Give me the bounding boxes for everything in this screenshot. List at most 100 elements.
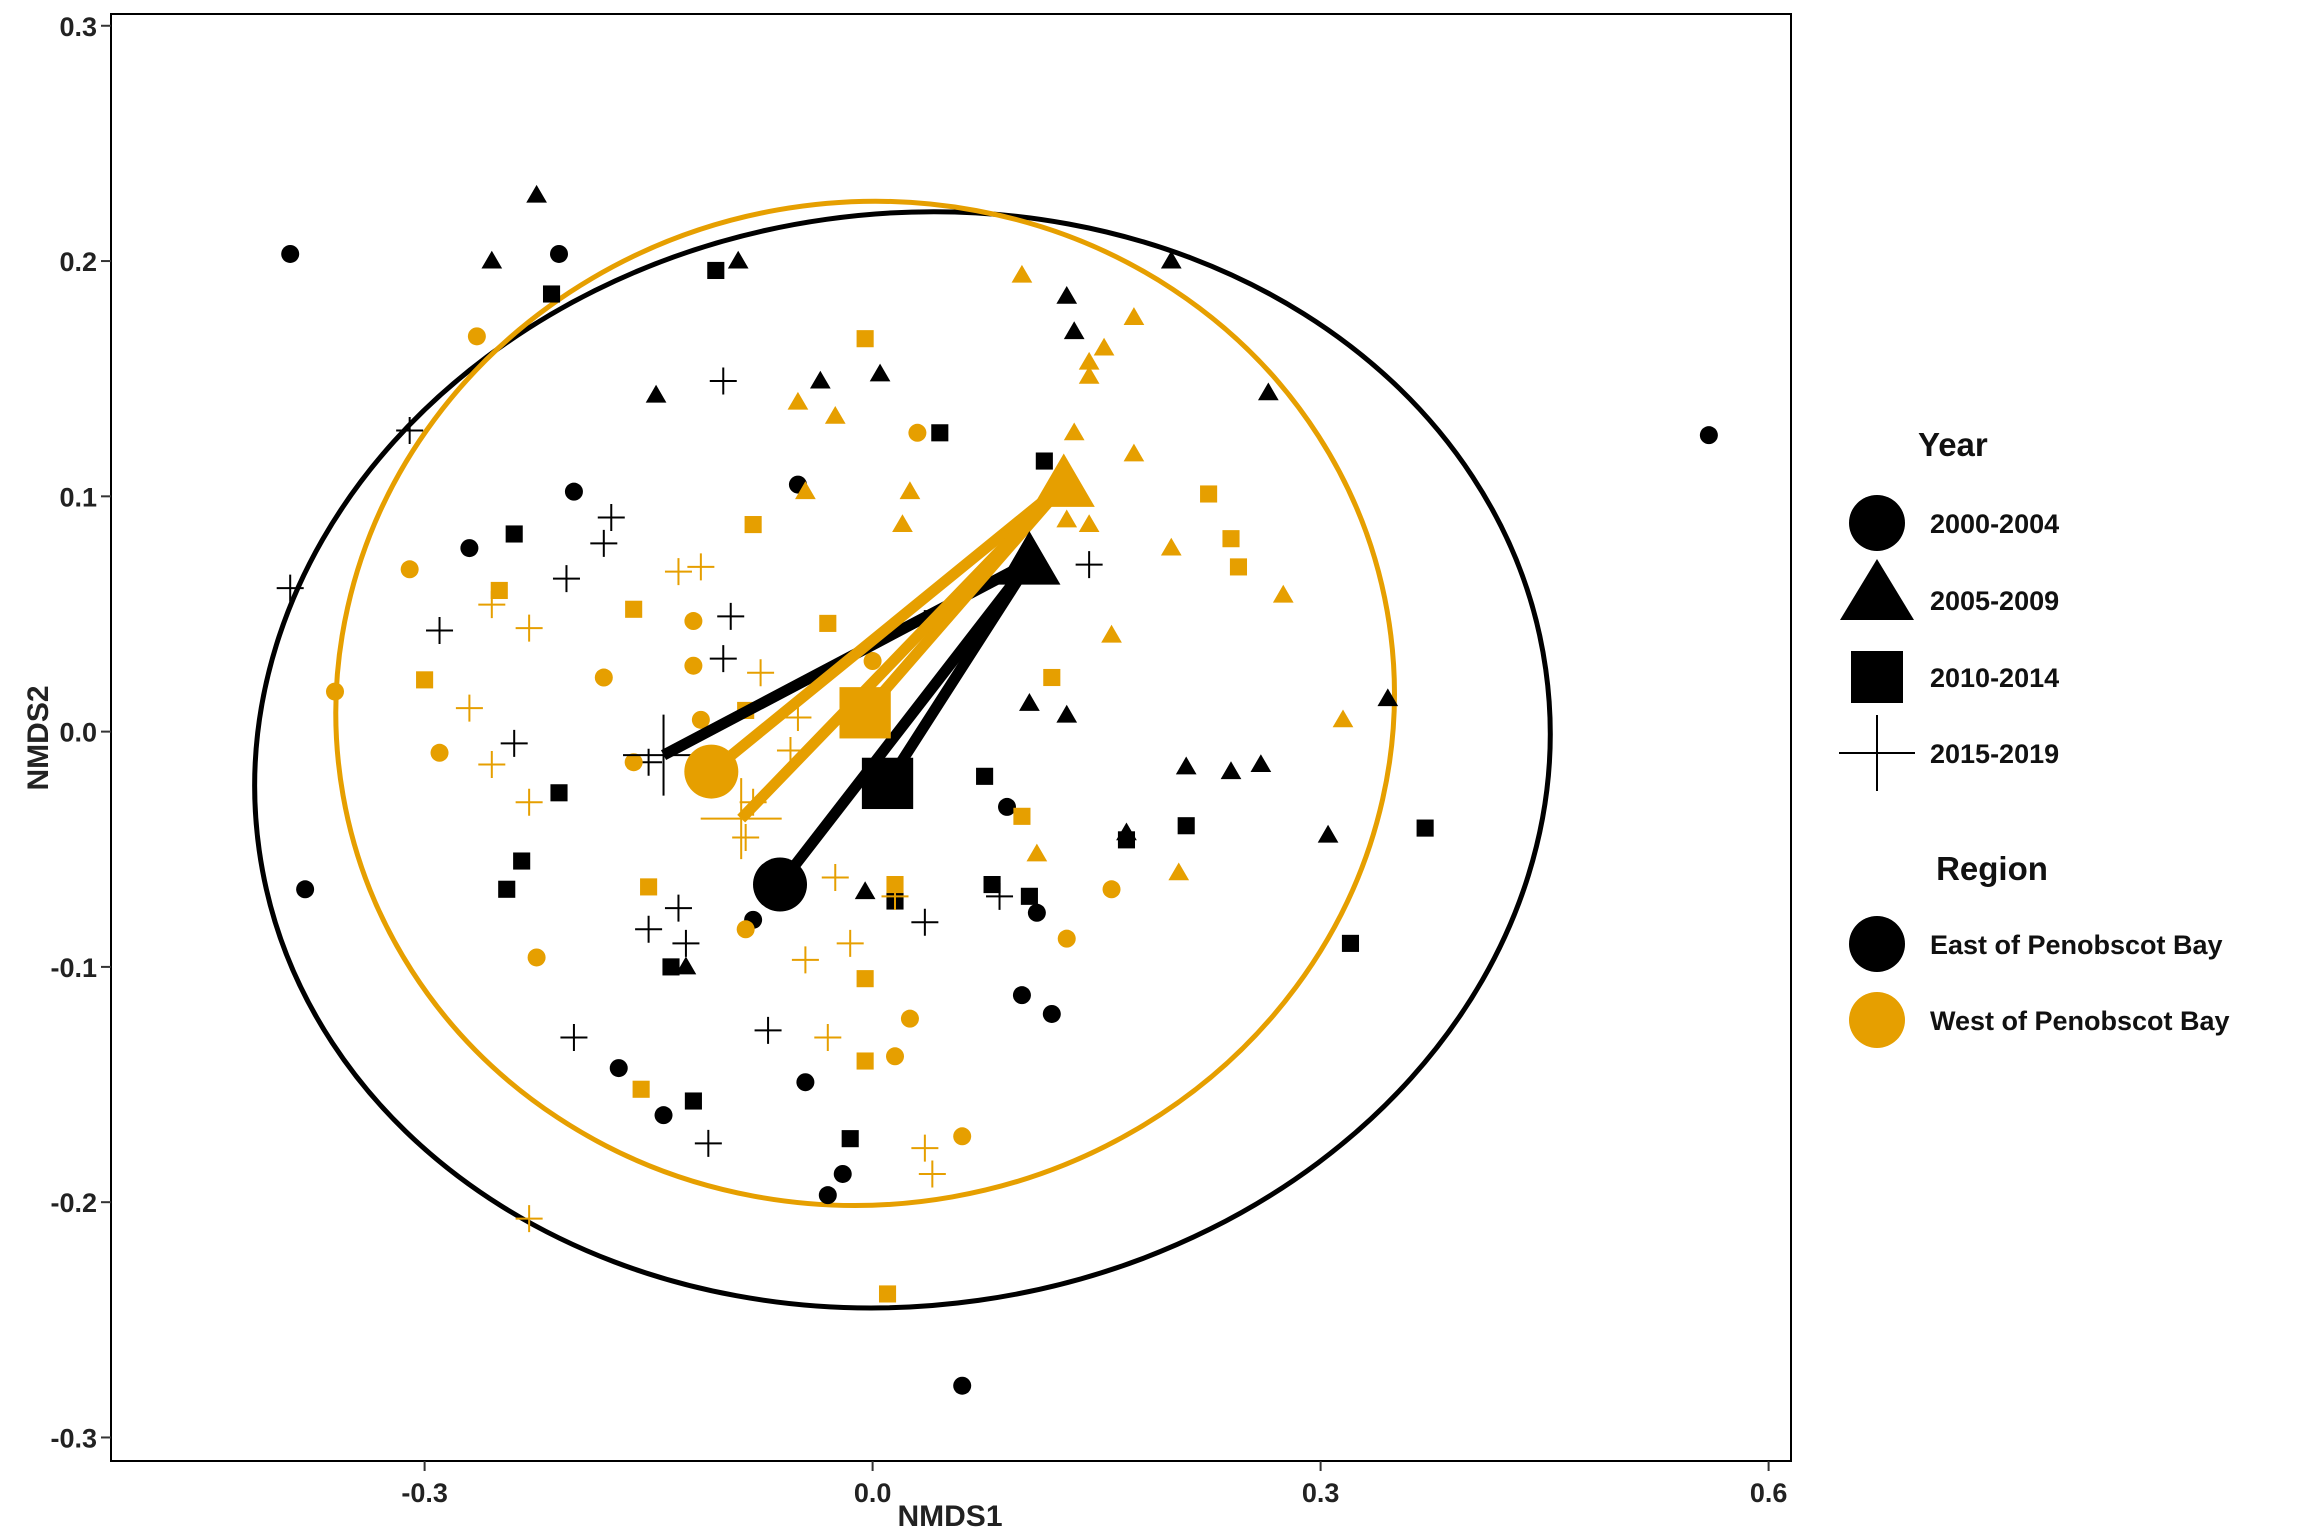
point-west-of-penobscot-bay-2010-2014	[640, 878, 658, 896]
centroid-west-of-penobscot-bay-2010-2014	[839, 687, 891, 739]
y-tick-label: 0.1	[59, 482, 97, 512]
point-west-of-penobscot-bay-2005-2009	[1332, 709, 1354, 728]
legend-region-label-2: West of Penobscot Bay	[1930, 1006, 2230, 1036]
point-east-of-penobscot-bay-2015-2019	[635, 915, 663, 943]
point-west-of-penobscot-bay-2000-2004	[430, 743, 449, 762]
point-west-of-penobscot-bay-2000-2004	[400, 560, 419, 579]
point-east-of-penobscot-bay-2005-2009	[1257, 382, 1279, 401]
point-west-of-penobscot-bay-2005-2009	[795, 481, 816, 500]
point-west-of-penobscot-bay-2015-2019	[911, 1134, 939, 1162]
point-east-of-penobscot-bay-2005-2009	[1250, 754, 1272, 773]
legend-year-label-4: 2015-2019	[1930, 739, 2059, 769]
legend-circle-icon	[1849, 495, 1905, 551]
legend: Year 2000-2004 2005-2009 2010-2014 2015-…	[1839, 426, 2230, 1048]
point-east-of-penobscot-bay-2005-2009	[869, 363, 891, 382]
legend-year-item-3: 2010-2014	[1851, 651, 2059, 703]
y-tick-label: -0.3	[50, 1423, 97, 1453]
centroid-west-of-penobscot-bay-2015-2019	[700, 778, 782, 860]
point-east-of-penobscot-bay-2005-2009	[1220, 761, 1242, 780]
legend-triangle-icon	[1840, 559, 1914, 620]
point-east-of-penobscot-bay-2000-2004	[296, 880, 315, 899]
point-west-of-penobscot-bay-2000-2004	[326, 682, 344, 701]
point-east-of-penobscot-bay-2010-2014	[1035, 452, 1053, 470]
point-west-of-penobscot-bay-2015-2019	[664, 558, 692, 586]
point-west-of-penobscot-bay-2005-2009	[1078, 514, 1100, 533]
point-west-of-penobscot-bay-2010-2014	[1043, 668, 1061, 687]
ellipses-layer	[252, 198, 1553, 1311]
point-east-of-penobscot-bay-2015-2019	[664, 894, 692, 922]
point-east-of-penobscot-bay-2000-2004	[281, 244, 300, 263]
point-west-of-penobscot-bay-2010-2014	[856, 970, 874, 988]
point-west-of-penobscot-bay-2010-2014	[819, 614, 837, 632]
legend-region-label-1: East of Penobscot Bay	[1930, 930, 2223, 960]
point-east-of-penobscot-bay-2010-2014	[505, 525, 523, 543]
spider-line-west-of-penobscot-bay	[707, 480, 1068, 776]
spider-line-east-of-penobscot-bay	[775, 558, 1034, 888]
point-west-of-penobscot-bay-2015-2019	[784, 704, 812, 732]
point-east-of-penobscot-bay-2000-2004	[1042, 1004, 1061, 1023]
point-east-of-penobscot-bay-2015-2019	[276, 574, 304, 602]
point-west-of-penobscot-bay-2000-2004	[691, 710, 710, 729]
point-east-of-penobscot-bay-2005-2009	[1056, 704, 1078, 723]
centroid-east-of-penobscot-bay-2010-2014	[861, 757, 914, 810]
point-east-of-penobscot-bay-2000-2004	[1027, 903, 1046, 922]
point-east-of-penobscot-bay-2015-2019	[709, 367, 737, 395]
point-east-of-penobscot-bay-2000-2004	[818, 1186, 837, 1205]
point-west-of-penobscot-bay-2000-2004	[684, 656, 703, 675]
point-east-of-penobscot-bay-2000-2004	[609, 1059, 628, 1078]
point-east-of-penobscot-bay-2010-2014	[662, 958, 680, 976]
spider-line-east-of-penobscot-bay	[882, 559, 1035, 787]
point-west-of-penobscot-bay-2000-2004	[886, 1047, 904, 1066]
x-axis-title: NMDS1	[897, 1500, 1002, 1533]
point-east-of-penobscot-bay-2005-2009	[645, 384, 667, 403]
point-east-of-penobscot-bay-2010-2014	[976, 767, 994, 785]
point-west-of-penobscot-bay-2000-2004	[736, 920, 755, 939]
legend-east-swatch-icon	[1849, 916, 1905, 972]
point-east-of-penobscot-bay-2005-2009	[854, 881, 876, 900]
point-east-of-penobscot-bay-2000-2004	[998, 797, 1016, 816]
point-east-of-penobscot-bay-2010-2014	[1117, 831, 1136, 849]
point-east-of-penobscot-bay-2010-2014	[983, 876, 1001, 894]
point-east-of-penobscot-bay-2010-2014	[1177, 817, 1195, 835]
point-east-of-penobscot-bay-2015-2019	[717, 602, 745, 630]
point-east-of-penobscot-bay-2015-2019	[560, 1023, 588, 1051]
point-west-of-penobscot-bay-2000-2004	[953, 1127, 972, 1146]
y-tick-label: -0.2	[50, 1188, 97, 1218]
point-west-of-penobscot-bay-2005-2009	[1011, 264, 1033, 283]
point-west-of-penobscot-bay-2000-2004	[467, 327, 486, 346]
plot-border	[110, 13, 1792, 1462]
point-west-of-penobscot-bay-2005-2009	[1026, 843, 1048, 862]
ellipse-west-of-penobscot-bay	[333, 198, 1397, 1208]
point-east-of-penobscot-bay-2000-2004	[1699, 426, 1718, 445]
legend-region-item-2: West of Penobscot Bay	[1849, 992, 2230, 1048]
point-west-of-penobscot-bay-2005-2009	[1160, 537, 1182, 556]
point-east-of-penobscot-bay-2010-2014	[931, 424, 949, 442]
point-west-of-penobscot-bay-2000-2004	[684, 612, 703, 631]
axes-layer: -0.3 0.0 0.3 0.6 -0.3 -0.2 -0.1 0.0 0.1 0.2 0.3	[50, 12, 1787, 1508]
point-east-of-penobscot-bay-2010-2014	[542, 285, 561, 303]
point-east-of-penobscot-bay-2005-2009	[727, 250, 749, 269]
point-east-of-penobscot-bay-2005-2009	[481, 250, 503, 269]
point-west-of-penobscot-bay-2000-2004	[1057, 929, 1076, 948]
point-east-of-penobscot-bay-2005-2009	[1019, 693, 1040, 711]
point-east-of-penobscot-bay-2000-2004	[564, 482, 583, 501]
point-east-of-penobscot-bay-2015-2019	[590, 529, 618, 557]
point-west-of-penobscot-bay-2010-2014	[1222, 530, 1240, 548]
point-west-of-penobscot-bay-2010-2014	[744, 516, 762, 534]
point-east-of-penobscot-bay-2005-2009	[1056, 285, 1078, 304]
point-east-of-penobscot-bay-2000-2004	[550, 244, 568, 263]
point-west-of-penobscot-bay-2005-2009	[899, 481, 921, 500]
point-west-of-penobscot-bay-2015-2019	[821, 863, 849, 891]
point-west-of-penobscot-bay-2015-2019	[515, 614, 543, 642]
point-east-of-penobscot-bay-2015-2019	[672, 929, 700, 957]
point-west-of-penobscot-bay-2015-2019	[918, 1160, 946, 1188]
point-west-of-penobscot-bay-2010-2014	[1200, 485, 1218, 503]
point-east-of-penobscot-bay-2010-2014	[513, 852, 531, 870]
y-tick-label: 0.0	[59, 718, 97, 748]
y-tick-label: 0.2	[59, 247, 97, 277]
point-west-of-penobscot-bay-2015-2019	[747, 659, 775, 687]
points-layer	[276, 184, 1718, 1395]
y-axis-title: NMDS2	[22, 685, 55, 790]
point-east-of-penobscot-bay-2000-2004	[953, 1376, 972, 1395]
